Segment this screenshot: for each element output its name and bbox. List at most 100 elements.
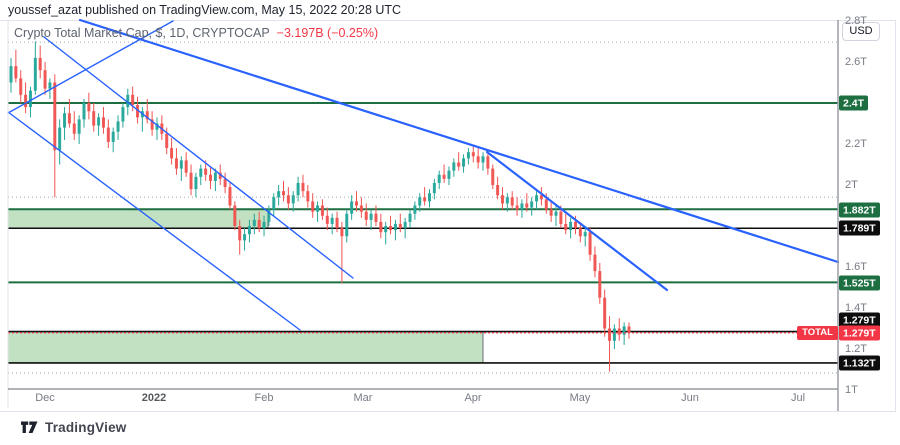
candle-body (350, 201, 354, 214)
candle-body (549, 209, 553, 216)
candle-body (389, 226, 393, 231)
candle-body (525, 203, 529, 208)
candle-body (213, 172, 217, 181)
divider (895, 20, 896, 412)
candle-body (481, 156, 485, 163)
price-tick-1T: 1T (845, 384, 858, 396)
candle-body (111, 131, 115, 142)
candle-body (48, 82, 52, 89)
candle-body (398, 223, 402, 229)
time-label-2022: 2022 (141, 392, 167, 404)
candle-body (442, 174, 446, 179)
candle-body (364, 211, 368, 220)
candle-body (432, 182, 436, 194)
candle-body (617, 328, 621, 335)
price-tick-1.4T: 1.4T (845, 302, 868, 314)
candle-body (228, 187, 232, 206)
candle-body (170, 148, 174, 159)
symbol-legend: Crypto Total Market Cap, $, 1D, CRYPTOCA… (14, 26, 378, 40)
candle-body (145, 111, 149, 120)
candle-body (593, 254, 597, 272)
candle-body (418, 197, 422, 206)
candle-body (316, 205, 320, 212)
candle-body (564, 223, 568, 231)
price-tick-1.6T: 1.6T (845, 261, 868, 273)
candle-body (598, 271, 602, 298)
candle-body (179, 160, 183, 169)
candle-body (291, 195, 295, 204)
candle-body (359, 205, 363, 212)
trendline-channel-upper (43, 36, 354, 279)
candle-body (87, 103, 91, 112)
candle-body (403, 221, 407, 229)
candle-body (569, 221, 573, 231)
trendline-channel-lower (7, 111, 301, 331)
price-badge-1.279T: 1.279T (839, 312, 880, 328)
symbol-change: −3.197B (−0.25%) (276, 26, 379, 40)
candle-body (447, 170, 451, 179)
candle-body (63, 113, 67, 128)
candle-body (126, 94, 130, 108)
candle-body (535, 195, 539, 202)
candle-body (500, 195, 504, 204)
candle-body (554, 211, 558, 216)
candle-body (345, 213, 349, 237)
candle-body (374, 213, 378, 222)
candle-body (423, 197, 427, 202)
candle-body (578, 228, 582, 237)
candle-body (184, 160, 188, 173)
candle-body (510, 197, 514, 206)
candle-body (277, 191, 281, 198)
candle-body (612, 328, 616, 341)
candle-body (627, 326, 631, 333)
candle-body (393, 223, 397, 231)
candle-body (408, 213, 412, 222)
candle-body (58, 127, 62, 151)
candle-body (452, 162, 456, 171)
price-tick-2.8T: 2.8T (845, 15, 868, 27)
candle-body (82, 103, 86, 120)
price-tick-2T: 2T (845, 179, 858, 191)
candle-body (150, 119, 154, 130)
price-badge-1.789T: 1.789T (839, 220, 880, 236)
divider (0, 411, 896, 412)
candle-body (9, 66, 13, 83)
candle-body (559, 211, 563, 224)
time-label-Apr: Apr (464, 392, 482, 404)
candle-body (622, 326, 626, 335)
candle-body (583, 232, 587, 237)
candle-body (325, 215, 329, 224)
candle-body (413, 205, 417, 214)
candle-body (194, 176, 198, 190)
candle-body (189, 172, 193, 190)
time-label-Jun: Jun (681, 392, 699, 404)
candle-body (257, 219, 261, 229)
time-label-Feb: Feb (254, 392, 274, 404)
candle-body (301, 182, 305, 192)
candle-body (486, 156, 490, 169)
candle-body (608, 328, 612, 341)
candle-body (369, 213, 373, 220)
trendline-steep-descending-resistance (485, 150, 669, 292)
candle-body (505, 197, 509, 204)
candle-body (121, 107, 125, 122)
currency-toggle-button[interactable]: USD (842, 22, 880, 41)
candle-body (530, 201, 534, 208)
candle-body (544, 199, 548, 210)
candle-body (320, 205, 324, 216)
candle-body (340, 228, 344, 237)
price-badge-2.4T: 2.4T (839, 95, 869, 111)
candle-body (72, 123, 76, 134)
time-label-Jul: Jul (790, 392, 806, 404)
supply-demand-zone (8, 331, 483, 363)
candle-body (243, 234, 247, 241)
candle-body (296, 182, 300, 196)
price-tick-2.2T: 2.2T (845, 138, 868, 150)
candle-body (457, 162, 461, 167)
tradingview-brand-text: TradingView (45, 420, 127, 435)
candle-body (335, 217, 339, 229)
candle-body (252, 219, 256, 226)
price-tick-2.6T: 2.6T (845, 56, 868, 68)
